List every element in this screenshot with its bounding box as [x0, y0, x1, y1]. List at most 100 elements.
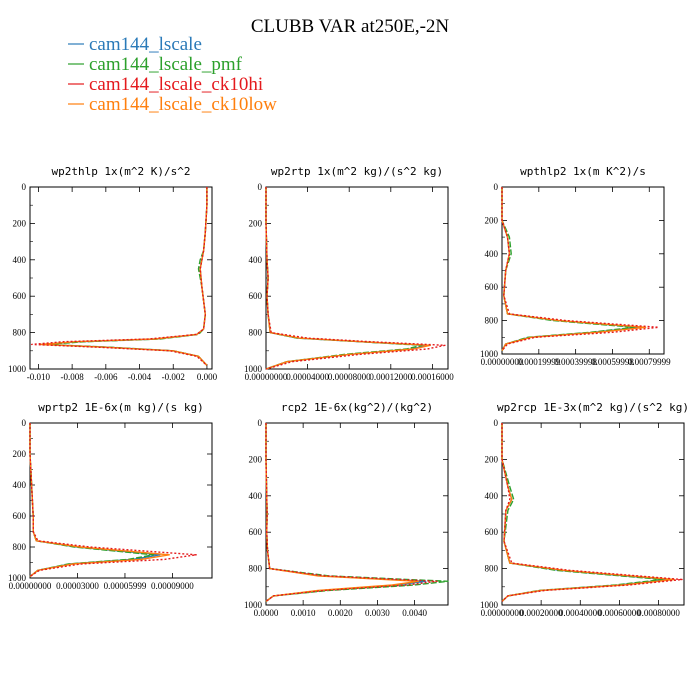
x-tick-label: 0.00079999 — [628, 357, 671, 367]
x-tick-label: 0.00059998 — [591, 357, 634, 367]
y-tick-label: 400 — [485, 491, 499, 501]
y-tick-label: 600 — [13, 511, 27, 521]
panel-4: wprtp2 1E-6x(m kg)/(s kg) 0 200 400 600 800 10… — [8, 401, 213, 591]
figure-title: CLUBB VAR at250E,-2N — [251, 16, 450, 37]
y-tick-label: 800 — [13, 328, 27, 338]
x-tick-label: 0.00040000 — [559, 608, 602, 618]
series-line-cam144_lscale_pmf — [501, 423, 664, 602]
x-tick-label: 0.00000000 — [481, 357, 524, 367]
series-line-cam144_lscale_pmf — [265, 423, 449, 602]
series-line-cam144_lscale — [265, 187, 428, 370]
x-tick-label: -0.004 — [128, 372, 152, 382]
series-line-cam144_lscale_ck10hi — [31, 187, 208, 366]
series-line-cam144_lscale_ck10low — [265, 187, 431, 370]
y-tick-label: 600 — [13, 291, 27, 301]
series-line-cam144_lscale_ck10low — [39, 187, 208, 366]
x-tick-label: 0.00039998 — [554, 357, 597, 367]
x-tick-label: -0.002 — [162, 372, 185, 382]
panel-title: wpthlp2 1x(m K^2)/s — [520, 165, 646, 178]
y-tick-label: 200 — [13, 218, 27, 228]
panel-1: wp2thlp 1x(m^2 K)/s^202004006008001000-0… — [8, 165, 218, 382]
y-tick-label: 0 — [22, 418, 27, 428]
y-tick-label: 800 — [249, 328, 263, 338]
y-tick-label: 600 — [249, 291, 263, 301]
y-tick-label: 600 — [249, 527, 263, 537]
x-tick-label: 0.000 — [197, 372, 218, 382]
y-tick-label: 800 — [485, 316, 499, 326]
x-tick-label: 0.00005999 — [104, 581, 147, 591]
series-line-cam144_lscale_ck10hi — [501, 423, 683, 602]
y-tick-label: 800 — [249, 564, 263, 574]
x-tick-label: -0.008 — [61, 372, 85, 382]
panel-3: wpthlp2 1x(m K^2)/s020040060080010000.00… — [480, 165, 671, 367]
series-line-cam144_lscale — [29, 423, 161, 578]
panel-title: wp2rtp 1x(m^2 kg)/(s^2 kg) — [271, 165, 443, 178]
x-tick-label: 0.0030 — [365, 608, 390, 618]
series-line-cam144_lscale_ck10hi — [29, 423, 197, 578]
y-tick-label: 0 — [22, 182, 27, 192]
x-tick-label: 0.00003000 — [56, 581, 99, 591]
series-line-cam144_lscale_ck10low — [501, 423, 675, 602]
series-line-cam144_lscale_ck10hi — [265, 423, 438, 602]
y-tick-label: 1000 — [480, 600, 499, 610]
y-tick-label: 200 — [485, 215, 499, 225]
x-tick-label: 0.00016000 — [411, 372, 454, 382]
x-tick-label: -0.006 — [94, 372, 118, 382]
legend-label-cam144_lscale_ck10low: cam144_lscale_ck10low — [89, 94, 277, 115]
y-tick-label: 400 — [13, 480, 27, 490]
y-tick-label: 400 — [485, 249, 499, 259]
y-tick-label: 600 — [485, 527, 499, 537]
panels-grid: wp2thlp 1x(m^2 K)/s^202004006008001000-0… — [8, 165, 689, 618]
y-tick-label: 1000 — [244, 600, 263, 610]
y-tick-label: 600 — [485, 282, 499, 292]
series-line-cam144_lscale_pmf — [44, 187, 208, 366]
x-tick-label: 0.00009000 — [151, 581, 194, 591]
y-tick-label: 800 — [13, 542, 27, 552]
panel-6: wp2rcp 1E-3x(m^2 kg)/(s^2 kg) 0 200 400 600 8… — [480, 401, 689, 618]
series-line-cam144_lscale_pmf — [29, 423, 155, 578]
x-tick-label: 0.0010 — [291, 608, 316, 618]
x-tick-label: 0.00000000 — [481, 608, 524, 618]
x-tick-label: 0.0040 — [402, 608, 427, 618]
x-tick-label: 0.0000 — [254, 608, 279, 618]
y-tick-label: 200 — [249, 218, 263, 228]
legend-label-cam144_lscale: cam144_lscale — [89, 34, 202, 55]
series-line-cam144_lscale — [501, 423, 669, 602]
y-tick-label: 400 — [249, 491, 263, 501]
series-line-cam144_lscale_ck10low — [265, 423, 419, 602]
y-tick-label: 0 — [258, 182, 263, 192]
y-tick-label: 800 — [485, 564, 499, 574]
y-tick-label: 1000 — [244, 364, 263, 374]
x-tick-label: 0.00008000 — [328, 372, 371, 382]
plot-frame — [29, 422, 213, 579]
x-tick-label: 0.00000000 — [9, 581, 52, 591]
series-line-cam144_lscale_pmf — [501, 187, 636, 352]
series-line-cam144_lscale_ck10low — [29, 423, 171, 578]
y-tick-label: 0 — [258, 418, 263, 428]
y-tick-label: 400 — [249, 255, 263, 265]
x-tick-label: 0.0020 — [328, 608, 353, 618]
x-tick-label: 0.00019999 — [517, 357, 560, 367]
panel-title: wprtp2 1E-6x(m kg)/(s kg) — [38, 401, 204, 414]
x-tick-label: -0.010 — [27, 372, 51, 382]
series-line-cam144_lscale_ck10hi — [265, 187, 446, 370]
plot-frame — [29, 186, 213, 370]
y-tick-label: 200 — [485, 454, 499, 464]
panel-5: rcp2 1E-6x(kg^2)/(kg^2) 0 200 400 600 800 1000… — [244, 401, 449, 618]
y-tick-label: 1000 — [8, 573, 27, 583]
legend-label-cam144_lscale_ck10hi: cam144_lscale_ck10hi — [89, 74, 263, 95]
legend-label-cam144_lscale_pmf: cam144_lscale_pmf — [89, 54, 243, 75]
panel-2: wp2rtp 1x(m^2 kg)/(s^2 kg) 0 200 400 600 800 1… — [244, 165, 454, 382]
y-tick-label: 0 — [494, 182, 499, 192]
y-tick-label: 400 — [13, 255, 27, 265]
y-tick-label: 200 — [13, 449, 27, 459]
series-line-cam144_lscale_ck10hi — [501, 187, 660, 352]
x-tick-label: 0.00000000 — [245, 372, 288, 382]
panel-title: rcp2 1E-6x(kg^2)/(kg^2) — [281, 401, 433, 414]
legend: cam144_lscalecam144_lscale_pmfcam144_lsc… — [68, 34, 277, 115]
panel-title: wp2rcp 1E-3x(m^2 kg)/(s^2 kg) — [497, 401, 689, 414]
x-tick-label: 0.00012000 — [369, 372, 412, 382]
series-line-cam144_lscale — [41, 187, 208, 366]
series-line-cam144_lscale_pmf — [265, 187, 423, 370]
